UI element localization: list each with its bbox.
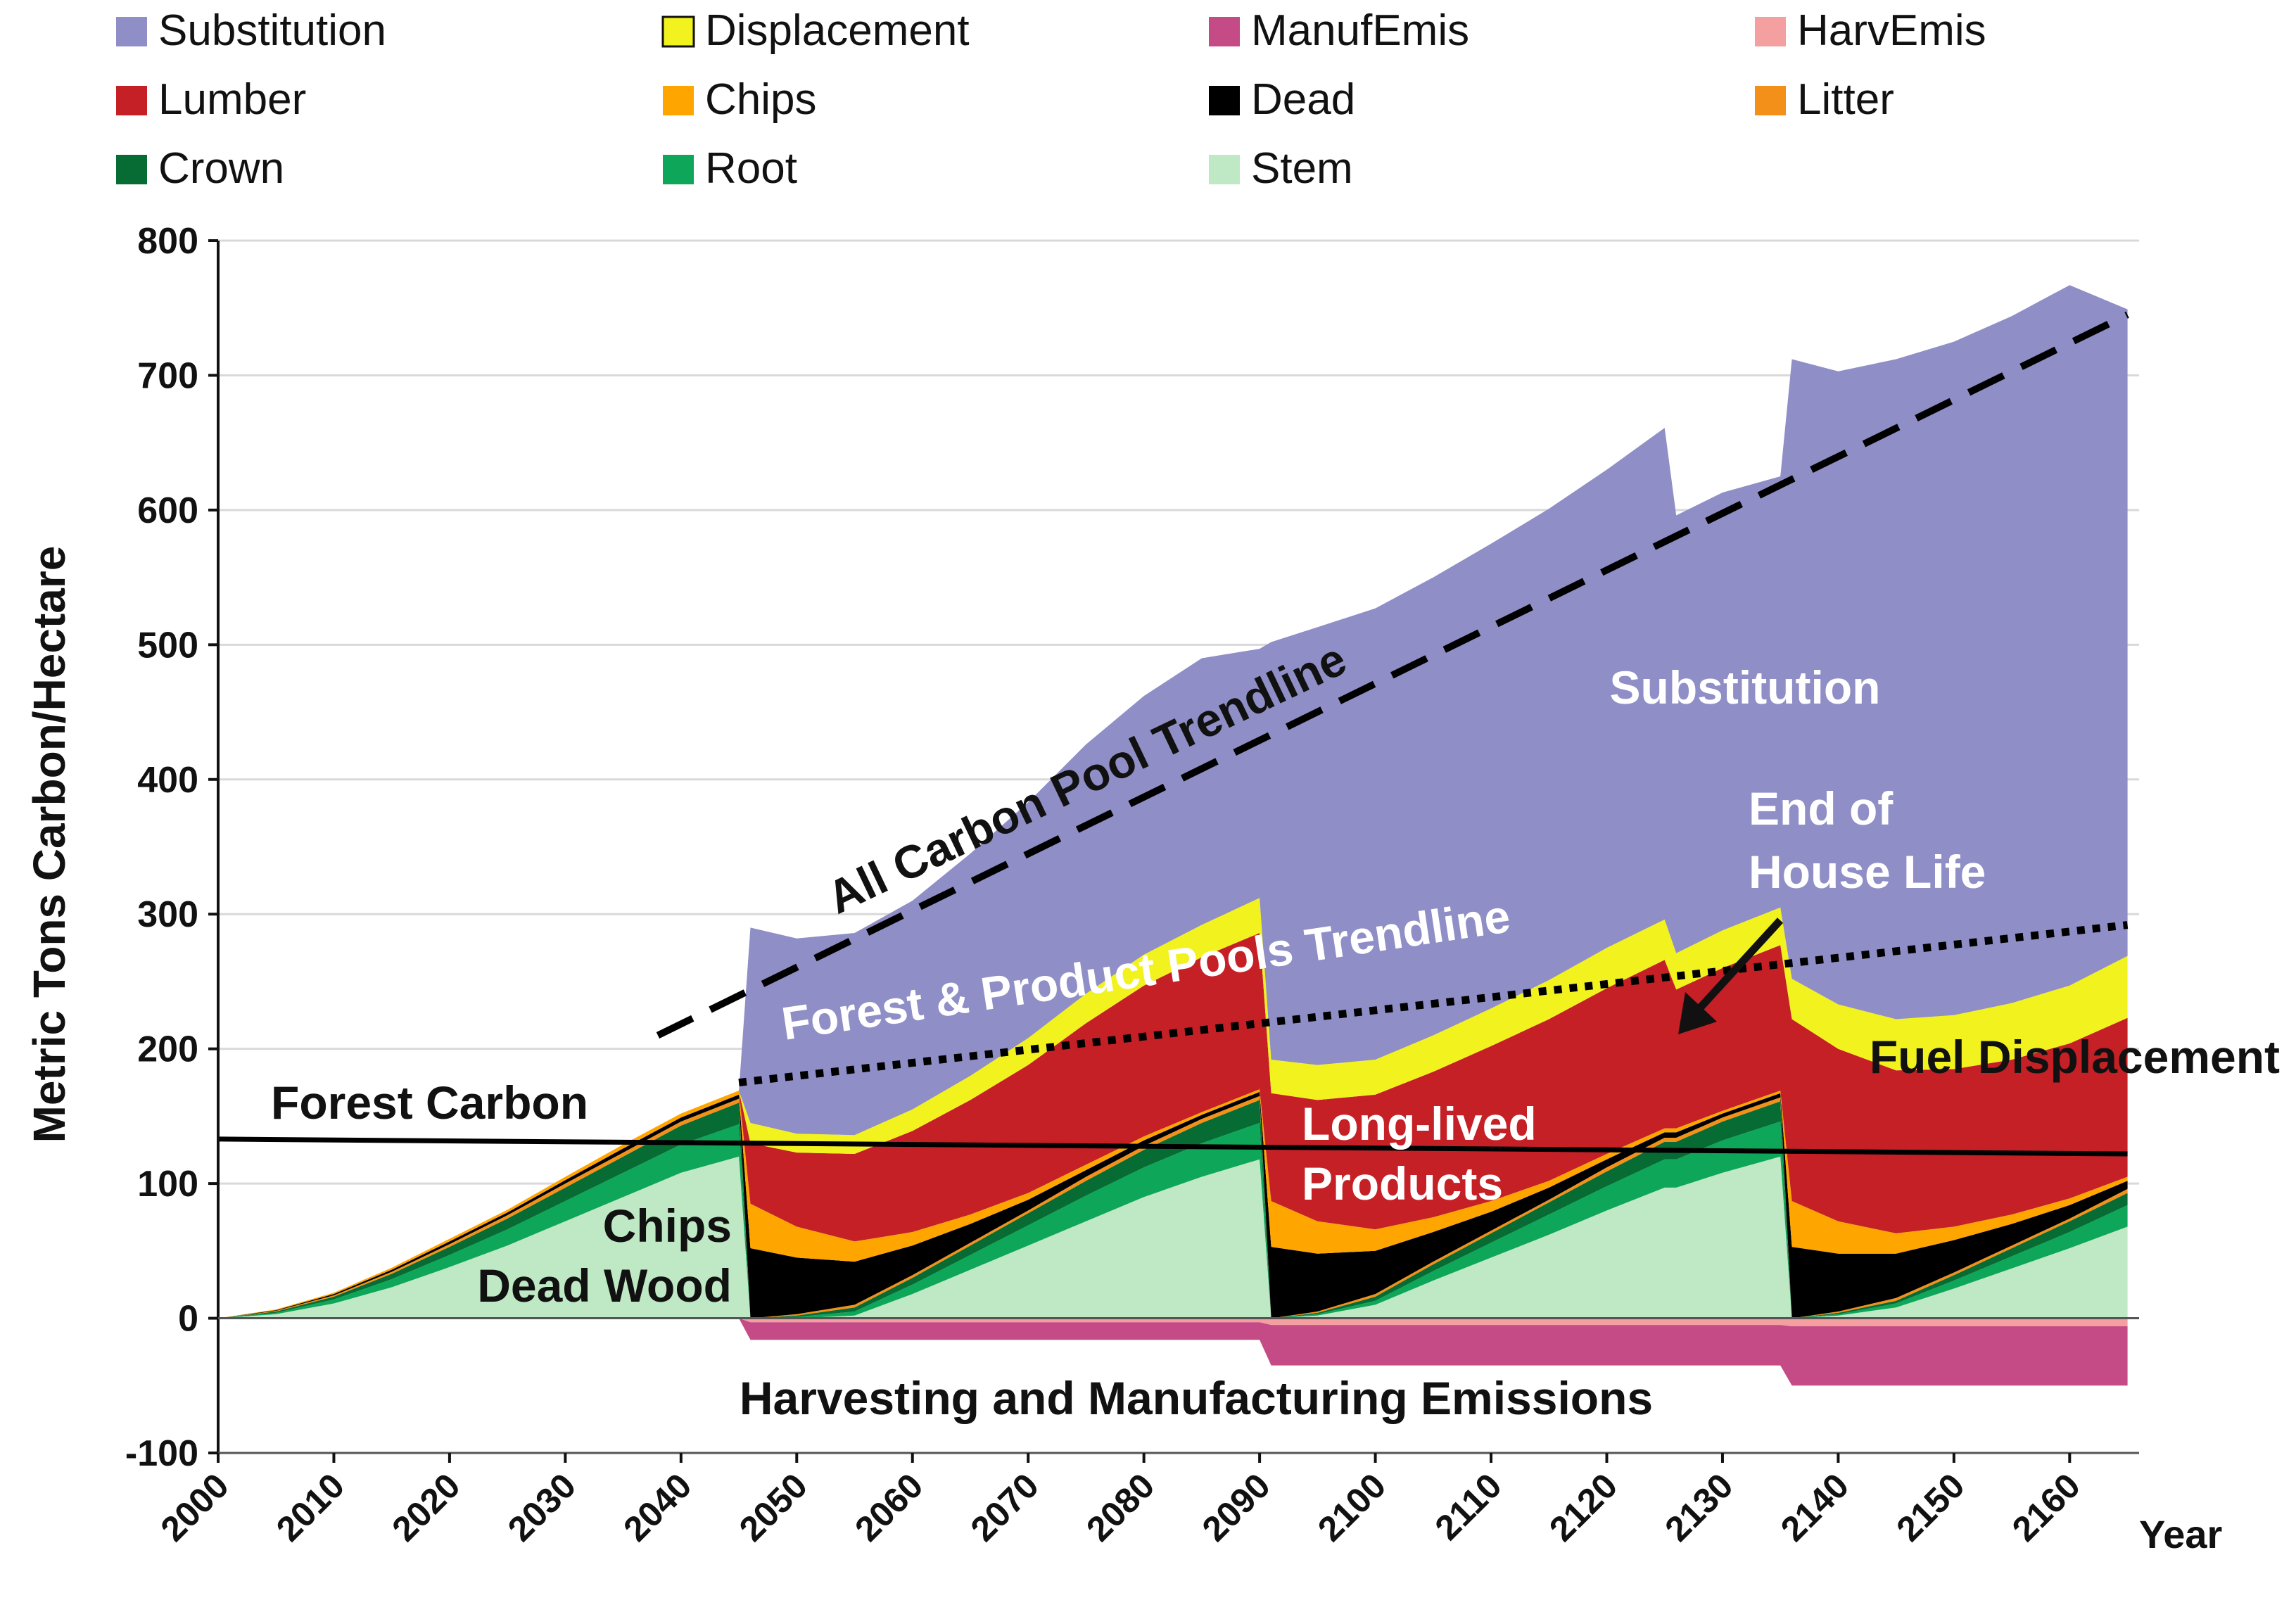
x-tick-label: 2150	[1889, 1466, 1972, 1549]
legend-label-displacement: Displacement	[705, 6, 970, 55]
legend-item-litter: Litter	[1755, 75, 1894, 124]
legend-item-harvemis: HarvEmis	[1755, 6, 1986, 55]
legend-swatch-crown	[116, 155, 147, 184]
y-axis-label: Metric Tons Carbon/Hectare	[24, 546, 75, 1143]
legend-item-manufemis: ManufEmis	[1209, 6, 1469, 55]
trendline-all-carbon-pool-trendline	[656, 311, 2129, 1039]
trendline-forest-carbon	[217, 1136, 2128, 1157]
legend-swatch-harvemis	[1755, 17, 1786, 46]
series-stem	[218, 1156, 2128, 1319]
x-tick-labels: 2000 2010 2020 2030 2040 2050 2060 2070 2080 2090…	[153, 1466, 2088, 1549]
legend-item-root: Root	[663, 144, 797, 193]
y-tick-label: -100	[125, 1433, 198, 1474]
axes	[208, 239, 2139, 1463]
legend-swatch-manufemis	[1209, 17, 1240, 46]
legend-item-lumber: Lumber	[116, 75, 306, 124]
annotation-end-of-house-life-line1: End of	[1749, 782, 1894, 834]
annotation-long-lived-line2: Products	[1302, 1157, 1503, 1209]
legend-item-substitution: Substitution	[116, 6, 386, 55]
x-tick-label: 2040	[616, 1466, 699, 1549]
annotation-fuel-displacement: Fuel Displacement	[1870, 1031, 2280, 1083]
legend-item-crown: Crown	[116, 144, 284, 193]
y-tick-label: 200	[137, 1029, 198, 1070]
trendline-forest-product-pools-trendline	[738, 921, 2129, 1086]
series-root	[218, 1122, 2128, 1319]
annotation-forest-carbon: Forest Carbon	[271, 1077, 588, 1129]
x-tick-label: 2000	[153, 1466, 236, 1549]
y-tick-label: 800	[137, 221, 198, 262]
x-tick-label: 2100	[1310, 1466, 1393, 1549]
x-tick-label: 2160	[2005, 1466, 2088, 1549]
stacked-areas	[218, 285, 2128, 1386]
annotation-end-of-house-life-line2: House Life	[1749, 846, 1986, 898]
end-of-house-life-arrowhead	[1678, 992, 1717, 1034]
legend-item-stem: Stem	[1209, 144, 1353, 193]
legend-label-stem: Stem	[1251, 144, 1353, 193]
legend-label-substitution: Substitution	[158, 6, 386, 55]
y-tick-label: 300	[137, 894, 198, 935]
legend-swatch-root	[663, 155, 694, 184]
x-tick-label: 2130	[1657, 1466, 1740, 1549]
legend-label-lumber: Lumber	[158, 75, 306, 124]
trendlines	[217, 311, 2129, 1157]
legend-swatch-litter	[1755, 86, 1786, 115]
x-axis-label: Year	[2139, 1512, 2222, 1556]
x-tick-label: 2080	[1079, 1466, 1162, 1549]
annotation-long-lived-line1: Long-lived	[1302, 1098, 1537, 1150]
legend-swatch-stem	[1209, 155, 1240, 184]
x-tick-label: 2110	[1428, 1466, 1509, 1547]
annotation-chips: Chips	[603, 1200, 732, 1252]
annotation-emissions: Harvesting and Manufacturing Emissions	[740, 1372, 1653, 1424]
y-tick-labels: 800 700 600 500 400 300 200 100 0 -100	[125, 221, 198, 1474]
legend-swatch-chips	[663, 86, 694, 115]
series-substitution	[218, 285, 2128, 1319]
legend-label-chips: Chips	[705, 75, 817, 124]
x-tick-label: 2120	[1542, 1466, 1625, 1549]
legend-label-litter: Litter	[1797, 75, 1894, 124]
legend-swatch-displacement	[661, 15, 695, 48]
x-tick-label: 2140	[1773, 1466, 1856, 1549]
legend: Substitution Displacement ManufEmis HarvEmi…	[116, 6, 1986, 193]
y-tick-label: 400	[137, 760, 198, 801]
legend-swatch-substitution	[116, 17, 147, 46]
y-tick-label: 0	[178, 1299, 198, 1340]
end-of-house-life-arrow	[1685, 918, 1784, 1023]
legend-item-chips: Chips	[663, 75, 817, 124]
annotation-substitution: Substitution	[1610, 661, 1881, 713]
legend-label-harvemis: HarvEmis	[1797, 6, 1986, 55]
legend-swatch-lumber	[116, 86, 147, 115]
x-tick-label: 2030	[500, 1466, 583, 1549]
x-tick-label: 2020	[384, 1466, 467, 1549]
y-tick-label: 500	[137, 625, 198, 666]
y-tick-label: 600	[137, 490, 198, 531]
x-tick-label: 2060	[847, 1466, 930, 1549]
series-crown	[218, 1100, 2128, 1319]
legend-label-manufemis: ManufEmis	[1251, 6, 1469, 55]
x-tick-label: 2070	[963, 1466, 1046, 1549]
legend-item-dead: Dead	[1209, 75, 1355, 124]
y-tick-label: 700	[137, 355, 198, 396]
legend-swatch-dead	[1209, 86, 1240, 115]
series-manufemis	[218, 1318, 2128, 1386]
legend-item-displacement: Displacement	[661, 6, 970, 55]
annotation-dead-wood: Dead Wood	[477, 1259, 732, 1312]
legend-label-root: Root	[705, 144, 797, 193]
y-tick-label: 100	[137, 1164, 198, 1205]
legend-label-crown: Crown	[158, 144, 284, 193]
legend-label-dead: Dead	[1251, 75, 1355, 124]
x-tick-label: 2050	[732, 1466, 815, 1549]
x-tick-label: 2090	[1195, 1466, 1278, 1549]
series-lumber	[218, 933, 2128, 1319]
x-tick-label: 2010	[269, 1466, 352, 1549]
